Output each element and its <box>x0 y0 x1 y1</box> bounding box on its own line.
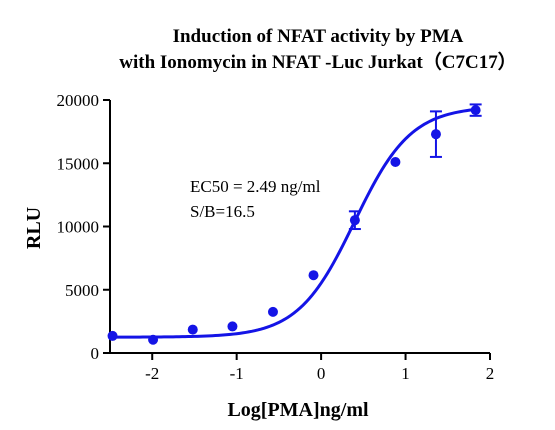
x-tick-label: 0 <box>317 364 326 383</box>
data-point <box>187 324 198 335</box>
y-tick-label: 0 <box>91 344 100 363</box>
y-axis-label: RLU <box>23 207 45 249</box>
data-point <box>470 105 481 116</box>
data-point <box>267 306 278 317</box>
data-point <box>390 156 401 167</box>
data-point <box>430 129 441 140</box>
x-tick-label: -1 <box>230 364 244 383</box>
y-tick-label: 20000 <box>57 91 100 110</box>
x-axis-label: Log[PMA]ng/ml <box>227 399 369 421</box>
fit-curve <box>112 107 476 339</box>
data-point <box>349 215 360 226</box>
x-tick-label: -2 <box>145 364 159 383</box>
x-tick-label: 2 <box>486 364 495 383</box>
x-tick-label: 1 <box>401 364 410 383</box>
data-point <box>227 321 238 332</box>
y-tick-label: 10000 <box>57 218 100 237</box>
data-point <box>308 270 319 281</box>
plot-area: 0 5000 10000 15000 20000 -2 -1 0 1 2 <box>57 91 495 383</box>
y-tick-label: 15000 <box>57 154 100 173</box>
chart-title: Induction of NFAT activity by PMA <box>173 26 464 47</box>
annotation-ec50: EC50 = 2.49 ng/ml <box>190 177 321 196</box>
data-point <box>107 330 118 341</box>
y-tick-label: 5000 <box>65 281 99 300</box>
chart-subtitle: with Ionomycin in NFAT -Luc Jurkat（C7C17… <box>119 50 516 73</box>
annotation-sb: S/B=16.5 <box>190 202 255 221</box>
data-point <box>148 334 159 345</box>
